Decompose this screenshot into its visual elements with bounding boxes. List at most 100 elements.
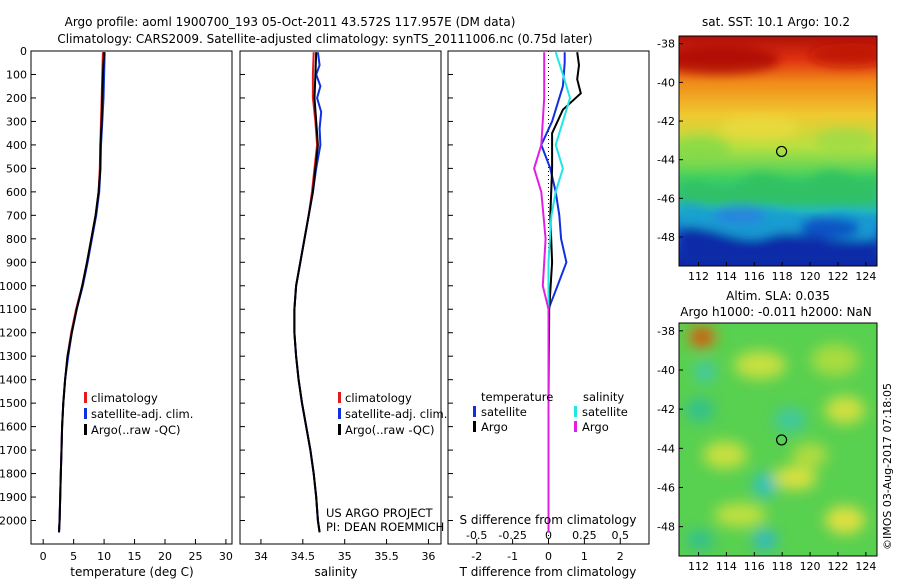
map-y-tick-label: -38 xyxy=(657,325,675,338)
s-tick-label: -0.5 xyxy=(466,529,487,542)
y-tick-label: 1600 xyxy=(0,421,27,434)
s-tick-label: -0.25 xyxy=(498,529,526,542)
y-tick-label: 1900 xyxy=(0,491,27,504)
legend-argo-label: Argo(..raw -QC) xyxy=(91,423,181,437)
x-tick-label: 34.5 xyxy=(291,550,316,563)
map-x-tick-label: 114 xyxy=(716,270,737,283)
sla-map-title-line1: Altim. SLA: 0.035 xyxy=(726,289,830,303)
legend-climatology-label: climatology xyxy=(91,391,158,405)
map-x-tick-label: 114 xyxy=(716,560,737,573)
legend-temperature-title: temperature xyxy=(481,390,553,404)
y-tick-label: 1000 xyxy=(0,280,27,293)
y-tick-label: 1400 xyxy=(0,374,27,387)
map-x-tick-label: 124 xyxy=(855,560,876,573)
difference-xlabel: T difference from climatology xyxy=(459,565,637,579)
temperature-panel-frame xyxy=(30,50,233,545)
map-y-tick-label: -40 xyxy=(657,364,675,377)
sst-map-ticks: 112 114 116 118 120 122 124 -38 -40 -42 -44 -46 -48 xyxy=(657,38,876,283)
x-tick-label: 25 xyxy=(188,550,202,563)
legend-climatology-label: climatology xyxy=(345,391,412,405)
series-line-satellite-adj-clim- xyxy=(58,52,106,533)
legend-argo-swatch xyxy=(84,424,87,435)
sst-argo-position-marker xyxy=(775,145,788,158)
series-line-argo-raw-qc- xyxy=(58,52,106,533)
x-tick-label: 30 xyxy=(219,550,233,563)
legend-temp-satellite-label: satellite xyxy=(481,405,527,419)
y-tick-label: 900 xyxy=(6,256,27,269)
legend-temp-argo-swatch xyxy=(473,421,476,432)
legend-argo-label: Argo(..raw -QC) xyxy=(345,423,435,437)
legend-temp-satellite-swatch xyxy=(473,406,476,417)
map-y-tick-label: -42 xyxy=(657,403,675,416)
difference-chart: -2 -1 0 1 2 -0.5 -0.25 0 0.25 0.5 xyxy=(448,50,630,563)
x-tick-label: 1 xyxy=(581,550,588,563)
map-y-tick-label: -42 xyxy=(657,115,675,128)
x-tick-label: 36 xyxy=(421,550,435,563)
sla-argo-position-marker xyxy=(775,434,788,446)
x-tick-label: 2 xyxy=(617,550,624,563)
legend-argo-swatch xyxy=(338,424,341,435)
y-tick-label: 1800 xyxy=(0,468,27,481)
sla-map-title-line2: Argo h1000: -0.011 h2000: NaN xyxy=(680,305,872,319)
map-y-tick-label: -44 xyxy=(657,442,675,455)
salinity-legend: climatology satellite-adj. clim. Argo(..… xyxy=(338,391,447,437)
map-y-tick-label: -40 xyxy=(657,76,675,89)
map-x-tick-label: 118 xyxy=(772,560,793,573)
y-tick-label: 1500 xyxy=(0,397,27,410)
imos-credit: ©IMOS 03-Aug-2017 07:18:05 xyxy=(881,383,894,550)
map-x-tick-label: 118 xyxy=(772,270,793,283)
difference-xlabel-top: S difference from climatology xyxy=(460,513,637,527)
x-tick-label: -1 xyxy=(507,550,518,563)
salinity-xlabel: salinity xyxy=(314,565,357,579)
x-tick-label: 35.5 xyxy=(374,550,399,563)
x-tick-label: 0 xyxy=(545,550,552,563)
y-tick-label: 1700 xyxy=(0,444,27,457)
map-y-tick-label: -44 xyxy=(657,154,675,167)
s-tick-label: 0 xyxy=(545,529,552,542)
temperature-legend: climatology satellite-adj. clim. Argo(..… xyxy=(84,391,193,437)
y-tick-label: 2000 xyxy=(0,515,27,528)
y-tick-label: 600 xyxy=(6,186,27,199)
map-x-tick-label: 120 xyxy=(800,560,821,573)
map-y-tick-label: -46 xyxy=(657,192,675,205)
map-y-tick-label: -38 xyxy=(657,38,675,51)
map-x-tick-label: 124 xyxy=(855,270,876,283)
legend-climatology-swatch xyxy=(84,392,87,403)
map-x-tick-label: 122 xyxy=(827,560,848,573)
x-tick-label: 20 xyxy=(158,550,172,563)
y-tick-label: 1200 xyxy=(0,327,27,340)
x-tick-label: 10 xyxy=(97,550,111,563)
y-tick-label: 500 xyxy=(6,162,27,175)
s-tick-label: 0.25 xyxy=(572,529,597,542)
legend-sal-satellite-label: satellite xyxy=(582,405,628,419)
x-tick-label: 34 xyxy=(254,550,268,563)
x-tick-label: 35 xyxy=(338,550,352,563)
s-tick-label: 0.5 xyxy=(612,529,630,542)
sla-map: Altim. SLA: 0.035 Argo h1000: -0.011 h20… xyxy=(657,289,878,573)
legend-sal-argo-label: Argo xyxy=(582,420,609,434)
difference-legend: temperature salinity satellite Argo sate… xyxy=(473,390,628,434)
map-x-tick-label: 112 xyxy=(688,560,709,573)
salinity-panel-frame xyxy=(239,50,442,545)
pi-annotation: PI: DEAN ROEMMICH xyxy=(326,520,444,534)
sst-map: sat. SST: 10.1 Argo: 10.2 112 114 116 118 12… xyxy=(657,15,878,283)
map-x-tick-label: 116 xyxy=(744,560,765,573)
map-x-tick-label: 112 xyxy=(688,270,709,283)
diff-series-temperature-argo xyxy=(547,52,582,533)
y-tick-label: 300 xyxy=(6,115,27,128)
map-y-tick-label: -48 xyxy=(657,231,675,244)
sst-map-title: sat. SST: 10.1 Argo: 10.2 xyxy=(702,15,850,29)
x-tick-label: 5 xyxy=(70,550,77,563)
x-tick-label: 15 xyxy=(128,550,142,563)
figure-title-line2: Climatology: CARS2009. Satellite-adjuste… xyxy=(57,32,592,46)
temperature-xlabel: temperature (deg C) xyxy=(70,565,193,579)
map-x-tick-label: 116 xyxy=(744,270,765,283)
legend-temp-argo-label: Argo xyxy=(481,420,508,434)
map-y-tick-label: -48 xyxy=(657,521,675,534)
sst-map-frame xyxy=(678,35,878,267)
y-tick-label: 400 xyxy=(6,139,27,152)
legend-salinity-title: salinity xyxy=(583,390,624,404)
map-x-tick-label: 120 xyxy=(800,270,821,283)
sla-heatmap-field xyxy=(679,323,877,556)
